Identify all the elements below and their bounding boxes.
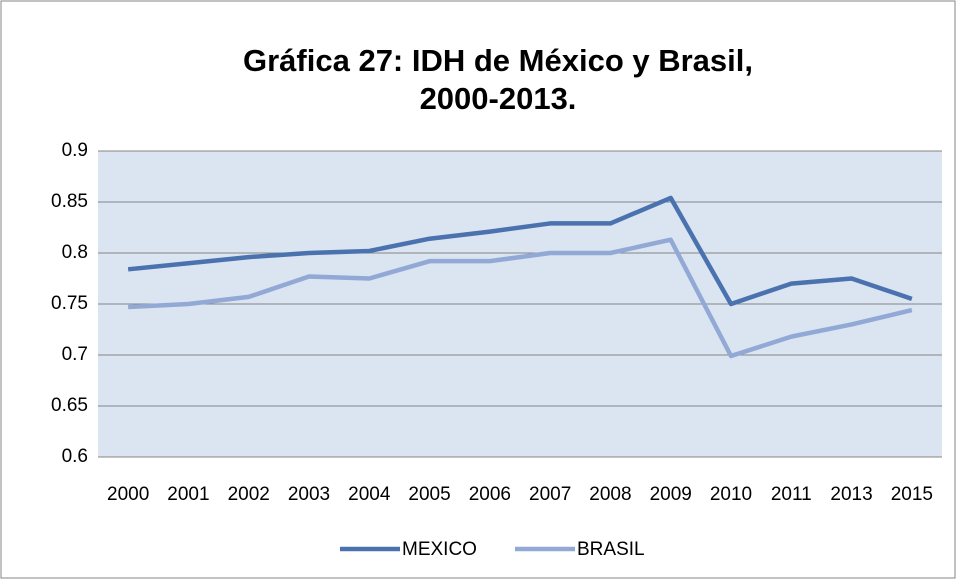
x-tick-label: 2000 [107,484,149,505]
y-tick-label: 0.8 [62,242,88,263]
y-tick-label: 0.75 [51,293,88,314]
x-tick-label: 2011 [771,484,812,505]
y-tick-label: 0.65 [51,395,88,416]
series-line [127,195,913,307]
x-tick-label: 2002 [228,484,270,505]
x-tick-label: 2006 [469,484,511,505]
x-tick-label: 2015 [891,484,933,505]
x-tick-label: 2009 [650,484,692,505]
y-tick-label: 0.7 [62,344,88,365]
y-tick-label: 0.6 [62,446,88,467]
series-line [128,237,913,359]
x-tick-label: 2007 [529,484,571,505]
legend-label: BRASIL [577,539,645,560]
y-tick-label: 0.9 [62,140,88,161]
x-tick-label: 2010 [710,484,752,505]
x-tick-label: 2005 [408,484,450,505]
chart-title: 2000-2013. [420,81,577,116]
x-tick-label: 2013 [830,484,872,505]
legend-label: MEXICO [402,539,477,560]
y-tick-label: 0.85 [51,191,88,212]
chart-title: Gráfica 27: IDH de México y Brasil, [243,43,753,78]
x-tick-label: 2008 [589,484,631,505]
x-tick-label: 2001 [167,484,209,505]
x-tick-label: 2003 [288,484,330,505]
x-tick-label: 2004 [348,484,391,505]
